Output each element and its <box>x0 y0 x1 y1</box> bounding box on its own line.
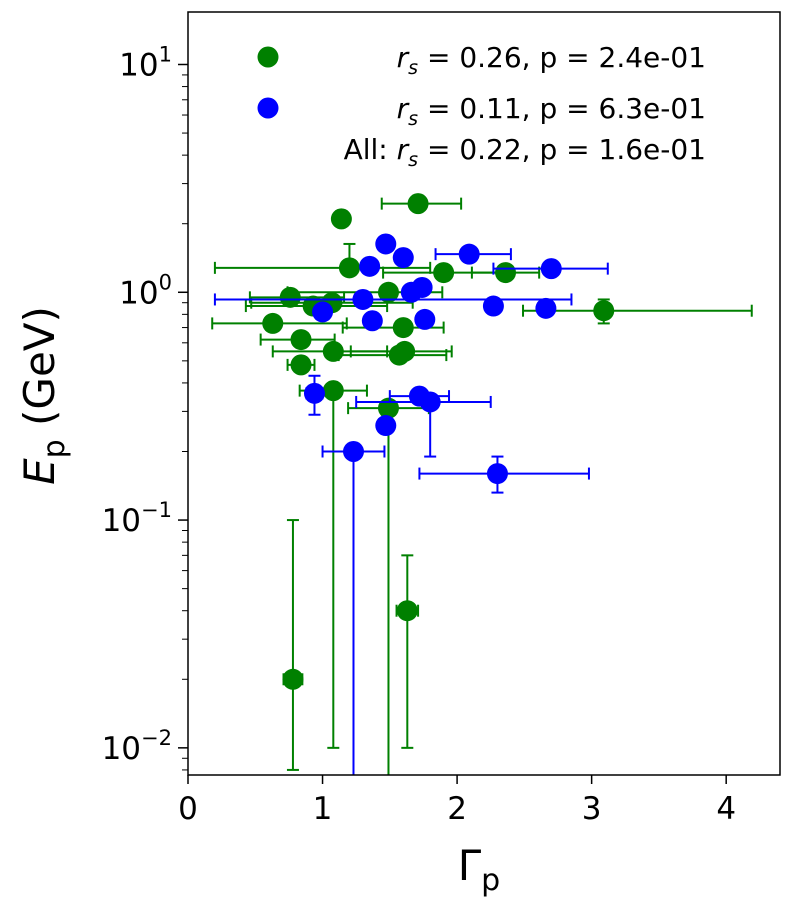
data-point <box>361 310 383 332</box>
data-point <box>322 380 344 402</box>
x-axis-label: Γp <box>458 841 500 898</box>
data-point <box>392 247 414 269</box>
y-tick-label: 100 <box>119 270 172 311</box>
data-point <box>330 208 352 230</box>
data-point <box>352 288 374 310</box>
legend-marker-blue <box>257 97 279 119</box>
x-tick-label: 2 <box>447 791 467 827</box>
data-point <box>593 300 615 322</box>
data-point <box>303 382 325 404</box>
data-point <box>414 308 436 330</box>
data-point <box>342 440 364 462</box>
data-layer <box>211 193 753 775</box>
data-point <box>433 262 455 284</box>
data-point <box>419 391 441 413</box>
y-tick-label: 101 <box>119 42 172 83</box>
data-point <box>392 317 414 339</box>
data-point <box>458 243 480 265</box>
data-point <box>338 257 360 279</box>
series-green <box>211 193 753 775</box>
y-tick-label: 10−1 <box>102 498 172 539</box>
y-tick-label: 10−2 <box>102 726 172 767</box>
data-point <box>377 281 399 303</box>
axis-labels: Γp Ep (GeV) <box>15 306 500 898</box>
data-point <box>290 354 312 376</box>
data-point <box>279 286 301 308</box>
data-point <box>482 295 504 317</box>
data-point <box>407 193 429 215</box>
axes-frame <box>187 11 781 776</box>
data-point <box>359 255 381 277</box>
data-point <box>375 233 397 255</box>
data-point <box>262 312 284 334</box>
series-blue <box>213 233 609 775</box>
data-point <box>312 301 334 323</box>
data-point <box>495 262 517 284</box>
data-point <box>322 340 344 362</box>
data-point <box>535 297 557 319</box>
legend: rs = 0.26, p = 2.4e-01 rs = 0.11, p = 6.3… <box>257 41 706 171</box>
x-tick-label: 1 <box>313 791 333 827</box>
tick-layer: 0 1 2 3 4 10−2 10−1 100 101 <box>102 42 736 827</box>
data-point <box>396 600 418 622</box>
y-axis-label: Ep (GeV) <box>15 306 72 485</box>
data-point <box>540 258 562 280</box>
data-point <box>290 329 312 351</box>
data-point <box>375 415 397 437</box>
data-point <box>486 463 508 485</box>
data-point <box>400 281 422 303</box>
data-point <box>282 668 304 690</box>
x-tick-label: 3 <box>582 791 602 827</box>
data-point <box>394 340 416 362</box>
x-tick-label: 4 <box>716 791 736 827</box>
x-tick-label: 0 <box>178 791 198 827</box>
legend-marker-green <box>257 46 279 68</box>
legend-summary: All: rs = 0.22, p = 1.6e-01 <box>344 133 706 171</box>
legend-label-blue: rs = 0.11, p = 6.3e-01 <box>397 92 706 130</box>
legend-label-green: rs = 0.26, p = 2.4e-01 <box>397 41 706 79</box>
